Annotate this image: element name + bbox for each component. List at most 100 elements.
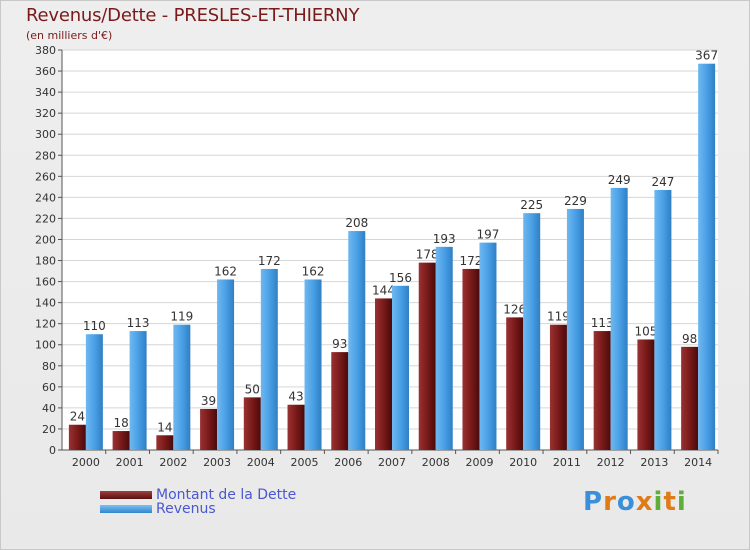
- y-tick-label: 200: [35, 233, 56, 246]
- logo-letter: t: [663, 487, 677, 517]
- x-tick-label: 2013: [640, 456, 668, 469]
- bar-debt: [331, 352, 349, 450]
- legend-swatch-revenue: [100, 505, 152, 513]
- data-label-debt: 50: [245, 382, 260, 396]
- x-tick-label: 2002: [159, 456, 187, 469]
- bar-revenue: [173, 324, 191, 450]
- data-label-revenue: 197: [477, 228, 500, 242]
- y-tick-label: 380: [35, 44, 56, 57]
- x-tick-label: 2005: [291, 456, 319, 469]
- y-tick-label: 180: [35, 255, 56, 268]
- bar-revenue: [217, 279, 235, 450]
- data-label-debt: 113: [591, 316, 614, 330]
- bar-revenue: [260, 268, 278, 450]
- x-tick-label: 2009: [465, 456, 493, 469]
- bar-debt: [549, 324, 567, 450]
- bar-debt: [418, 262, 436, 450]
- data-label-revenue: 113: [127, 316, 150, 330]
- y-tick-label: 80: [42, 360, 56, 373]
- bar-debt: [243, 397, 261, 450]
- logo-letter: r: [603, 487, 617, 517]
- data-label-revenue: 367: [695, 49, 718, 63]
- data-label-debt: 126: [503, 302, 526, 316]
- bar-debt: [462, 268, 480, 450]
- x-tick-label: 2001: [116, 456, 144, 469]
- data-label-revenue: 247: [651, 175, 674, 189]
- y-tick-label: 360: [35, 65, 56, 78]
- data-label-revenue: 110: [83, 319, 106, 333]
- data-label-debt: 172: [460, 254, 483, 268]
- data-label-debt: 43: [288, 390, 303, 404]
- data-label-revenue: 172: [258, 254, 281, 268]
- data-label-debt: 178: [416, 248, 439, 262]
- chart-subtitle: (en milliers d'€): [26, 29, 113, 42]
- data-label-revenue: 162: [214, 264, 237, 278]
- data-label-debt: 39: [201, 394, 216, 408]
- bar-revenue: [392, 285, 409, 450]
- bar-debt: [593, 331, 611, 450]
- y-tick-label: 140: [35, 297, 56, 310]
- logo-letter: i: [653, 487, 664, 517]
- data-label-debt: 18: [113, 416, 128, 430]
- chart-title: Revenus/Dette - PRESLES-ET-THIERNY: [26, 5, 360, 26]
- bar-debt: [681, 346, 699, 450]
- x-tick-label: 2003: [203, 456, 231, 469]
- bar-debt: [506, 317, 524, 450]
- bar-revenue: [85, 334, 103, 450]
- y-tick-label: 60: [42, 381, 56, 394]
- legend-label-revenue: Revenus: [156, 501, 216, 517]
- data-label-debt: 105: [634, 324, 657, 338]
- bar-revenue: [479, 242, 497, 450]
- data-label-revenue: 229: [564, 194, 587, 208]
- y-tick-label: 240: [35, 191, 56, 204]
- logo-letter: o: [616, 487, 636, 517]
- data-label-debt: 93: [332, 337, 347, 351]
- data-label-revenue: 208: [345, 216, 368, 230]
- x-tick-label: 2011: [553, 456, 581, 469]
- bar-debt: [375, 298, 392, 450]
- bar-revenue: [129, 331, 147, 450]
- legend-item-debt: Montant de la Dette: [100, 488, 296, 502]
- bar-debt: [637, 339, 655, 450]
- y-tick-label: 320: [35, 107, 56, 120]
- bar-debt: [200, 408, 218, 450]
- bar-revenue: [566, 208, 584, 450]
- y-tick-label: 0: [49, 444, 56, 457]
- y-tick-label: 280: [35, 149, 56, 162]
- x-tick-label: 2007: [378, 456, 406, 469]
- bar-debt: [68, 424, 86, 450]
- y-tick-label: 260: [35, 170, 56, 183]
- data-label-debt: 98: [682, 332, 697, 346]
- logo-letter: x: [635, 487, 654, 517]
- y-tick-label: 120: [35, 318, 56, 331]
- data-label-debt: 24: [70, 410, 85, 424]
- legend-item-revenue: Revenus: [100, 502, 216, 516]
- data-label-revenue: 193: [433, 232, 456, 246]
- x-tick-label: 2000: [72, 456, 100, 469]
- x-tick-label: 2014: [684, 456, 712, 469]
- bar-revenue: [523, 213, 541, 450]
- proxiti-logo: Proxiti: [583, 487, 687, 517]
- data-label-revenue: 162: [302, 264, 325, 278]
- data-label-debt: 14: [157, 420, 172, 434]
- legend-swatch-debt: [100, 491, 152, 499]
- x-tick-label: 2012: [597, 456, 625, 469]
- y-tick-label: 20: [42, 423, 56, 436]
- bar-revenue: [304, 279, 322, 450]
- bar-debt: [287, 404, 305, 450]
- y-tick-label: 40: [42, 402, 56, 415]
- y-tick-label: 340: [35, 86, 56, 99]
- data-label-debt: 144: [372, 283, 395, 297]
- y-tick-label: 300: [35, 128, 56, 141]
- bar-revenue: [610, 187, 628, 451]
- logo-letter: i: [676, 487, 687, 517]
- logo-letter: P: [583, 487, 604, 517]
- x-tick-label: 2004: [247, 456, 275, 469]
- data-label-revenue: 249: [608, 173, 631, 187]
- data-label-revenue: 119: [170, 310, 193, 324]
- y-tick-label: 160: [35, 276, 56, 289]
- y-tick-label: 220: [35, 212, 56, 225]
- bar-revenue: [348, 231, 366, 450]
- bar-debt: [156, 435, 174, 450]
